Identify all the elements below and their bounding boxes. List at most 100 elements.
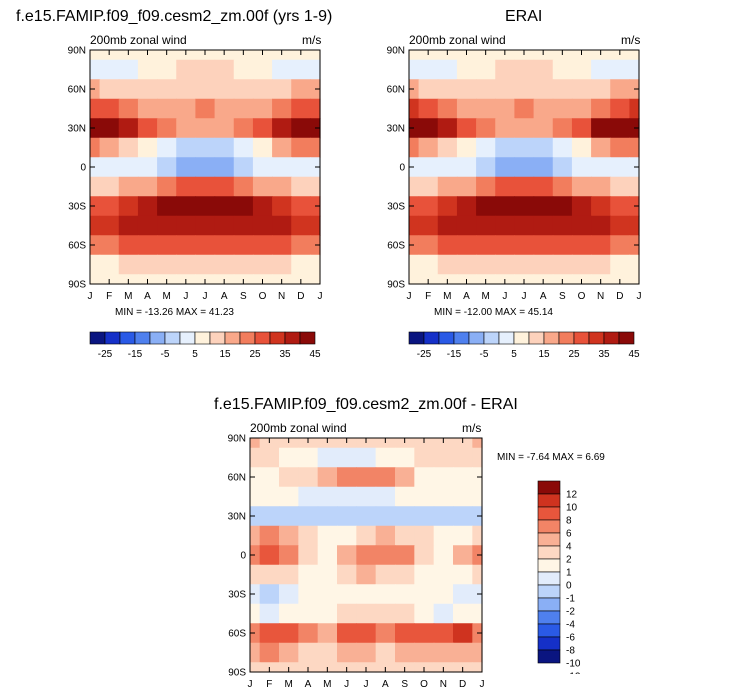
panel3-xtick-label: M [284,679,292,690]
panel3-cell [453,467,473,488]
panel2-cell [571,176,592,197]
panel2-cell [437,59,458,80]
panel2-cell [514,59,535,80]
panel2-cell [495,157,516,178]
panel2-cell [456,176,477,197]
panel1-xtick-label: A [144,291,151,302]
panel3-cell [375,584,396,605]
panel1-cell [99,176,120,197]
panel1-cell [176,176,197,197]
panel3-colorbar-label: 2 [566,555,572,566]
panel3-cell [250,525,261,546]
panel1-cell [272,254,292,275]
panel3-xtick-label: A [382,679,389,690]
panel2-cell [591,235,611,256]
panel3-ytick-label: 90S [228,668,246,679]
panel2-cell [514,215,535,236]
panel3-cell [414,623,435,644]
panel3-cell [250,584,261,605]
panel2-cell [514,98,535,119]
panel2-cell [552,137,573,158]
panel1-cell [99,118,120,139]
panel1-ytick-label: 60N [68,85,86,96]
panel1-cell [195,176,216,197]
panel1-xtick-label: M [162,291,170,302]
panel3-cell [414,467,435,488]
panel3-cell [375,467,396,488]
panel1-cell [118,79,139,100]
panel3-cell [279,642,299,663]
panel1-cell [99,254,120,275]
panel1-cell [157,254,177,275]
panel2-cell [456,254,477,275]
panel3-cell [453,486,473,507]
panel1-cell [272,137,292,158]
panel2-cell [409,79,420,100]
panel2-cell [437,118,458,139]
panel3-colorbar-swatch [537,532,561,547]
panel3-colorbar-swatch [537,493,561,508]
panel3-cell [395,486,415,507]
panel2-xtick-label: J [407,291,412,302]
panel3-cell [395,564,415,585]
panel2-cell [409,50,420,61]
panel3-cell [250,447,261,468]
panel3-cell [375,623,396,644]
panel3-cell [317,545,338,566]
panel1-cell [233,59,254,80]
panel3-cell [279,438,299,449]
panel2-cell [495,79,516,100]
panel2-cell [437,157,458,178]
panel2-cell [495,118,516,139]
panel1-cell [291,118,312,139]
panel2-cell [514,254,535,275]
panel3-cell [375,642,396,663]
panel1-cell [272,118,292,139]
panel1-cell [90,79,101,100]
panel2-cell [495,215,516,236]
panel2-cell [571,118,592,139]
panel3-colorbar-swatch [537,558,561,573]
panel2-cell [514,235,535,256]
panel3-colorbar-swatch [537,519,561,534]
panel1-cell [118,118,139,139]
panel1-cell [90,137,101,158]
panel3-ytick-label: 30S [228,590,246,601]
panel3-cell [317,438,338,449]
panel3-cell [250,467,261,488]
panel1-cell [252,235,273,256]
panel3-colorbar-swatch [537,584,561,599]
panel3-cell [472,438,483,449]
panel3-min-max: MIN = -7.64 MAX = 6.69 [497,452,605,463]
panel3-cell [433,467,454,488]
panel1-xtick-label: M [124,291,132,302]
panel3-cell [453,642,473,663]
panel3-cell [337,438,357,449]
panel2-xtick-label: D [616,291,623,302]
panel2-cell [629,254,640,275]
panel1-cell [252,98,273,119]
panel2-cell [456,79,477,100]
panel3-cell [279,603,299,624]
panel3-colorbar-swatch [537,545,561,560]
panel3-cell [250,545,261,566]
panel1-cell [233,157,254,178]
panel3-cell [337,584,357,605]
panel1-cell [233,98,254,119]
panel2-cell [552,196,573,217]
panel2-cell [629,59,640,80]
panel2-cell [514,196,535,217]
panel2-cell [610,137,631,158]
panel3-colorbar-swatch [537,610,561,625]
panel3-ytick-label: 90N [228,434,246,445]
panel3-cell [356,467,377,488]
panel1-cell [137,98,158,119]
panel1-cell [99,137,120,158]
panel1-cell [176,235,197,256]
panel1-cell [310,98,321,119]
panel2-cell [552,98,573,119]
panel3-cell [453,525,473,546]
panel3-cell [337,525,357,546]
